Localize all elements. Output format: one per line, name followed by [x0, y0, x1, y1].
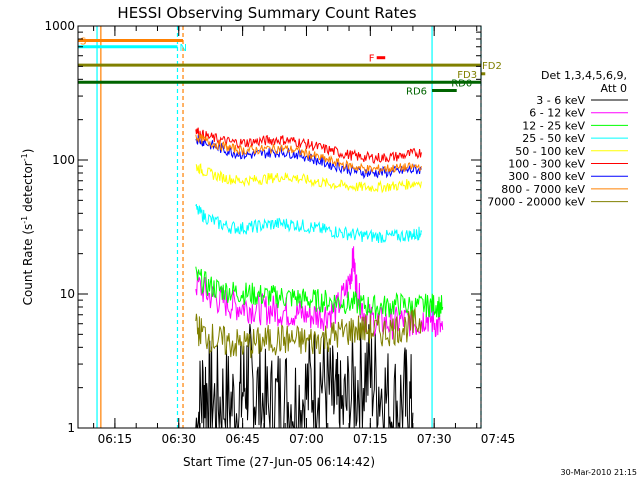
x-tick-label-1: 06:30 — [161, 432, 196, 446]
y-axis-title-end: ) — [21, 149, 35, 154]
legend-entry-label-7: 800 - 7000 keV — [501, 183, 585, 196]
y-axis-title: Count Rate (s-1 detector-1) — [20, 149, 35, 306]
x-tick-label-2: 06:45 — [225, 432, 260, 446]
axis-ticks: 1 10 100 1000 06:15 06:30 06:45 07:00 07:15 07:30… — [44, 19, 515, 446]
plot-frame — [77, 25, 482, 429]
y-tick-label-2: 100 — [52, 153, 75, 167]
legend-header-line2: Att 0 — [601, 82, 627, 95]
flag-label-6: RD6 — [406, 87, 427, 98]
series-line-7 — [195, 133, 422, 175]
flag-label-5: RD0 — [451, 78, 472, 89]
y-tick-label-1: 10 — [60, 287, 75, 301]
y-tick-label-3: 1000 — [44, 19, 75, 33]
series-line-5 — [195, 127, 422, 165]
legend-entry-label-0: 3 - 6 keV — [536, 94, 585, 107]
legend-entry-label-8: 7000 - 20000 keV — [487, 196, 585, 209]
series-line-2 — [195, 266, 444, 319]
y-axis-title-main: Count Rate (s — [21, 224, 35, 306]
flag-label-4: FD3 — [457, 70, 477, 81]
x-tick-label-3: 07:00 — [289, 432, 324, 446]
legend-entry-label-5: 100 - 300 keV — [508, 158, 585, 171]
legend-entry-label-4: 50 - 100 keV — [515, 145, 585, 158]
y-axis-title-sup1: -1 — [20, 216, 29, 224]
x-tick-label-0: 06:15 — [98, 432, 133, 446]
legend-entry-label-2: 12 - 25 keV — [522, 119, 585, 132]
y-tick-label-0: 1 — [67, 421, 75, 435]
series-line-3 — [195, 204, 422, 244]
x-tick-label-4: 07:15 — [353, 432, 388, 446]
flag-label-0: S — [80, 36, 86, 47]
y-axis-title-mid: detector — [21, 161, 35, 216]
series-line-8 — [195, 307, 422, 359]
legend-entry-label-1: 6 - 12 keV — [529, 107, 585, 120]
x-tick-label-6: 07:45 — [481, 432, 516, 446]
y-axis-title-sup2: -1 — [20, 153, 29, 161]
legend-entry-label-3: 25 - 50 keV — [522, 132, 585, 145]
flag-label-1: N — [179, 43, 186, 54]
legend-header-line1: Det 1,3,4,5,6,9, — [541, 69, 627, 82]
x-axis-title: Start Time (27-Jun-05 06:14:42) — [183, 455, 375, 469]
flag-label-2: F — [369, 54, 375, 65]
flag-label-3: FD2 — [482, 61, 502, 72]
x-tick-label-5: 07:30 — [417, 432, 452, 446]
legend-entry-label-6: 300 - 800 keV — [508, 170, 585, 183]
footer-timestamp: 30-Mar-2010 21:15 — [561, 468, 638, 477]
chart-title: HESSI Observing Summary Count Rates — [117, 4, 416, 22]
series-line-4 — [195, 163, 422, 194]
